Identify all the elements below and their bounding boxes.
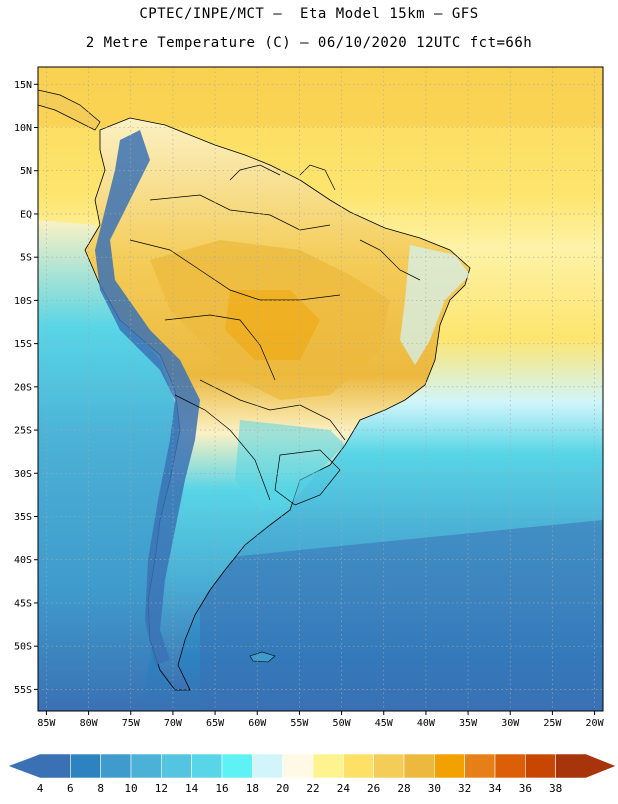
colorbar-label: 24 [337, 782, 351, 795]
latitude-label: 5S [20, 253, 32, 264]
colorbar-label: 28 [397, 782, 410, 795]
colorbar-swatch [221, 753, 253, 779]
longitude-label: 75W [122, 718, 141, 729]
longitude-label: 60W [248, 718, 267, 729]
colorbar-swatch [282, 753, 314, 779]
central-hot-region [150, 240, 390, 400]
colorbar-swatch [312, 753, 344, 779]
colorbar-label: 38 [549, 782, 562, 795]
colorbar-label: 10 [124, 782, 137, 795]
latitude-label: EQ [20, 209, 32, 220]
map-frame [37, 66, 604, 712]
colorbar-swatch [494, 753, 526, 779]
colorbar-swatch [434, 753, 465, 779]
colorbar-label: 20 [276, 782, 289, 795]
longitude-label: 20W [586, 718, 605, 729]
colorbar-label: 36 [519, 782, 532, 795]
longitude-label: 80W [80, 718, 99, 729]
colorbar-label: 18 [246, 782, 259, 795]
colorbar-swatch [100, 753, 132, 779]
longitude-label: 55W [290, 718, 309, 729]
northeast-cool-patch [400, 245, 470, 365]
longitude-label: 35W [459, 718, 478, 729]
latitude-axis: 15N 10N 5N EQ 5S 10S 15S 20S 25S 30S 35S 40S 45S 50S 5… [14, 80, 38, 696]
colorbar-label: 8 [97, 782, 104, 795]
latitude-label: 25S [14, 426, 32, 437]
colorbar-swatch [464, 753, 496, 779]
colorbar-swatch [7, 753, 71, 779]
latitude-label: 10S [14, 296, 32, 307]
temperature-field [38, 67, 603, 711]
colorbar-label: 6 [67, 782, 74, 795]
colorbar-swatch [70, 753, 101, 779]
colorbar-swatch [130, 753, 162, 779]
colorbar-swatch [403, 753, 435, 779]
latitude-label: 5N [20, 166, 32, 177]
latitude-label: 10N [14, 123, 32, 134]
colorbar-swatch [161, 753, 192, 779]
colorbar-swatch [373, 753, 405, 779]
south-cool-patch [235, 420, 345, 510]
latitude-label: 30S [14, 469, 32, 480]
latitude-label: 40S [14, 555, 32, 566]
falkland-islands [249, 651, 276, 663]
longitude-label: 70W [164, 718, 183, 729]
colorbar-label: 32 [458, 782, 471, 795]
andes-cold-spine [95, 130, 200, 665]
graticule [38, 67, 603, 711]
colorbar-label: 22 [306, 782, 319, 795]
country-borders [129, 164, 421, 506]
latitude-label: 15N [14, 80, 32, 91]
colorbar-label: 30 [428, 782, 441, 795]
colorbar-swatch [343, 753, 374, 779]
latitude-label: 20S [14, 382, 32, 393]
colorbar-label: 16 [215, 782, 228, 795]
longitude-label: 65W [206, 718, 225, 729]
map-subtitle: 2 Metre Temperature (C) – 06/10/2020 12U… [85, 35, 533, 51]
latitude-label: 15S [14, 339, 32, 350]
longitude-axis: 85W 80W 75W 70W 65W 60W 55W 50W 45W 40W 35W 30W 25W 2… [37, 711, 605, 729]
colorbar-swatch [191, 753, 223, 779]
caribbean-warm-band [38, 67, 603, 127]
colorbar-label: 26 [367, 782, 380, 795]
colorbar-label: 14 [185, 782, 199, 795]
central-america [38, 89, 101, 131]
longitude-label: 85W [37, 718, 56, 729]
latitude-label: 50S [14, 642, 32, 653]
longitude-label: 50W [333, 718, 352, 729]
colorbar-swatch [252, 753, 283, 779]
south-atlantic-cold-field [200, 520, 603, 711]
longitude-label: 30W [501, 718, 520, 729]
colorbar: 4 6 8 10 12 14 16 18 20 22 24 26 28 30 32 34 36 38 [7, 753, 617, 795]
latitude-label: 45S [14, 598, 32, 609]
map-title: CPTEC/INPE/MCT – Eta Model 15km – GFS [139, 6, 479, 22]
longitude-label: 45W [375, 718, 394, 729]
colorbar-label: 12 [155, 782, 168, 795]
longitude-label: 40W [417, 718, 436, 729]
colorbar-swatch [555, 753, 617, 779]
longitude-label: 25W [543, 718, 562, 729]
colorbar-swatch [525, 753, 556, 779]
latitude-label: 35S [14, 512, 32, 523]
colorbar-label: 4 [37, 782, 44, 795]
colorbar-label: 34 [488, 782, 502, 795]
hotspot-region [225, 290, 320, 360]
latitude-label: 55S [14, 685, 32, 696]
